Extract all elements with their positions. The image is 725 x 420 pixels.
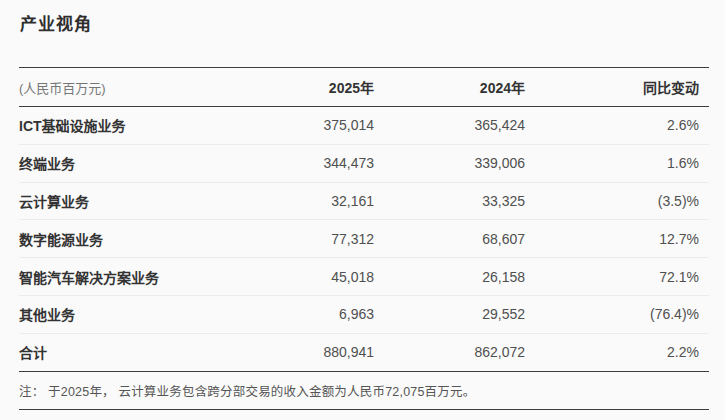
table-header-row: (人民币百万元) 2025年 2024年 同比变动	[19, 68, 709, 107]
table-row: 云计算业务 32,161 33,325 (3.5)%	[19, 183, 709, 221]
page-title: 产业视角	[20, 14, 725, 36]
row-value-2025: 6,963	[259, 306, 374, 322]
segment-report-page: 产业视角 (人民币百万元) 2025年 2024年 同比变动 ICT基础设施业务…	[0, 0, 725, 420]
segment-revenue-table: (人民币百万元) 2025年 2024年 同比变动 ICT基础设施业务 375,…	[19, 67, 709, 410]
table-row: ICT基础设施业务 375,014 365,424 2.6%	[19, 107, 709, 145]
row-value-yoy: 12.7%	[525, 231, 709, 247]
table-row: 终端业务 344,473 339,006 1.6%	[19, 145, 709, 183]
column-header-2025: 2025年	[259, 77, 374, 97]
table-row: 其他业务 6,963 29,552 (76.4)%	[19, 296, 709, 334]
row-value-2024: 26,158	[374, 269, 525, 285]
row-value-2024: 339,006	[374, 155, 525, 171]
table-total-row: 合计 880,941 862,072 2.2%	[19, 334, 709, 372]
row-label: 数字能源业务	[19, 229, 259, 249]
row-value-2025: 32,161	[259, 193, 374, 209]
row-label: ICT基础设施业务	[19, 115, 259, 135]
row-value-yoy: 72.1%	[525, 269, 709, 285]
row-value-2024: 365,424	[374, 117, 525, 133]
row-value-2025: 77,312	[259, 231, 374, 247]
row-value-yoy: 2.2%	[525, 344, 709, 360]
row-value-yoy: 1.6%	[525, 155, 709, 171]
row-label: 合计	[19, 342, 259, 362]
row-value-yoy: (3.5)%	[525, 193, 709, 209]
row-label: 智能汽车解决方案业务	[19, 267, 259, 287]
row-value-2024: 29,552	[374, 306, 525, 322]
table-row: 智能汽车解决方案业务 45,018 26,158 72.1%	[19, 258, 709, 296]
row-value-2024: 33,325	[374, 193, 525, 209]
footnote-text: 注： 于2025年， 云计算业务包含跨分部交易的收入金额为人民币72,075百万…	[19, 381, 475, 400]
row-label: 终端业务	[19, 153, 259, 173]
unit-label: (人民币百万元)	[19, 78, 259, 97]
column-header-2024: 2024年	[374, 77, 525, 97]
row-value-2024: 68,607	[374, 231, 525, 247]
row-value-2024: 862,072	[374, 344, 525, 360]
row-value-2025: 880,941	[259, 344, 374, 360]
row-value-yoy: (76.4)%	[525, 306, 709, 322]
row-value-2025: 45,018	[259, 269, 374, 285]
footnote-row: 注： 于2025年， 云计算业务包含跨分部交易的收入金额为人民币72,075百万…	[19, 372, 709, 410]
column-header-yoy: 同比变动	[525, 77, 709, 97]
row-value-2025: 344,473	[259, 155, 374, 171]
row-value-2025: 375,014	[259, 117, 374, 133]
table-row: 数字能源业务 77,312 68,607 12.7%	[19, 220, 709, 258]
row-value-yoy: 2.6%	[525, 117, 709, 133]
row-label: 其他业务	[19, 304, 259, 324]
row-label: 云计算业务	[19, 191, 259, 211]
